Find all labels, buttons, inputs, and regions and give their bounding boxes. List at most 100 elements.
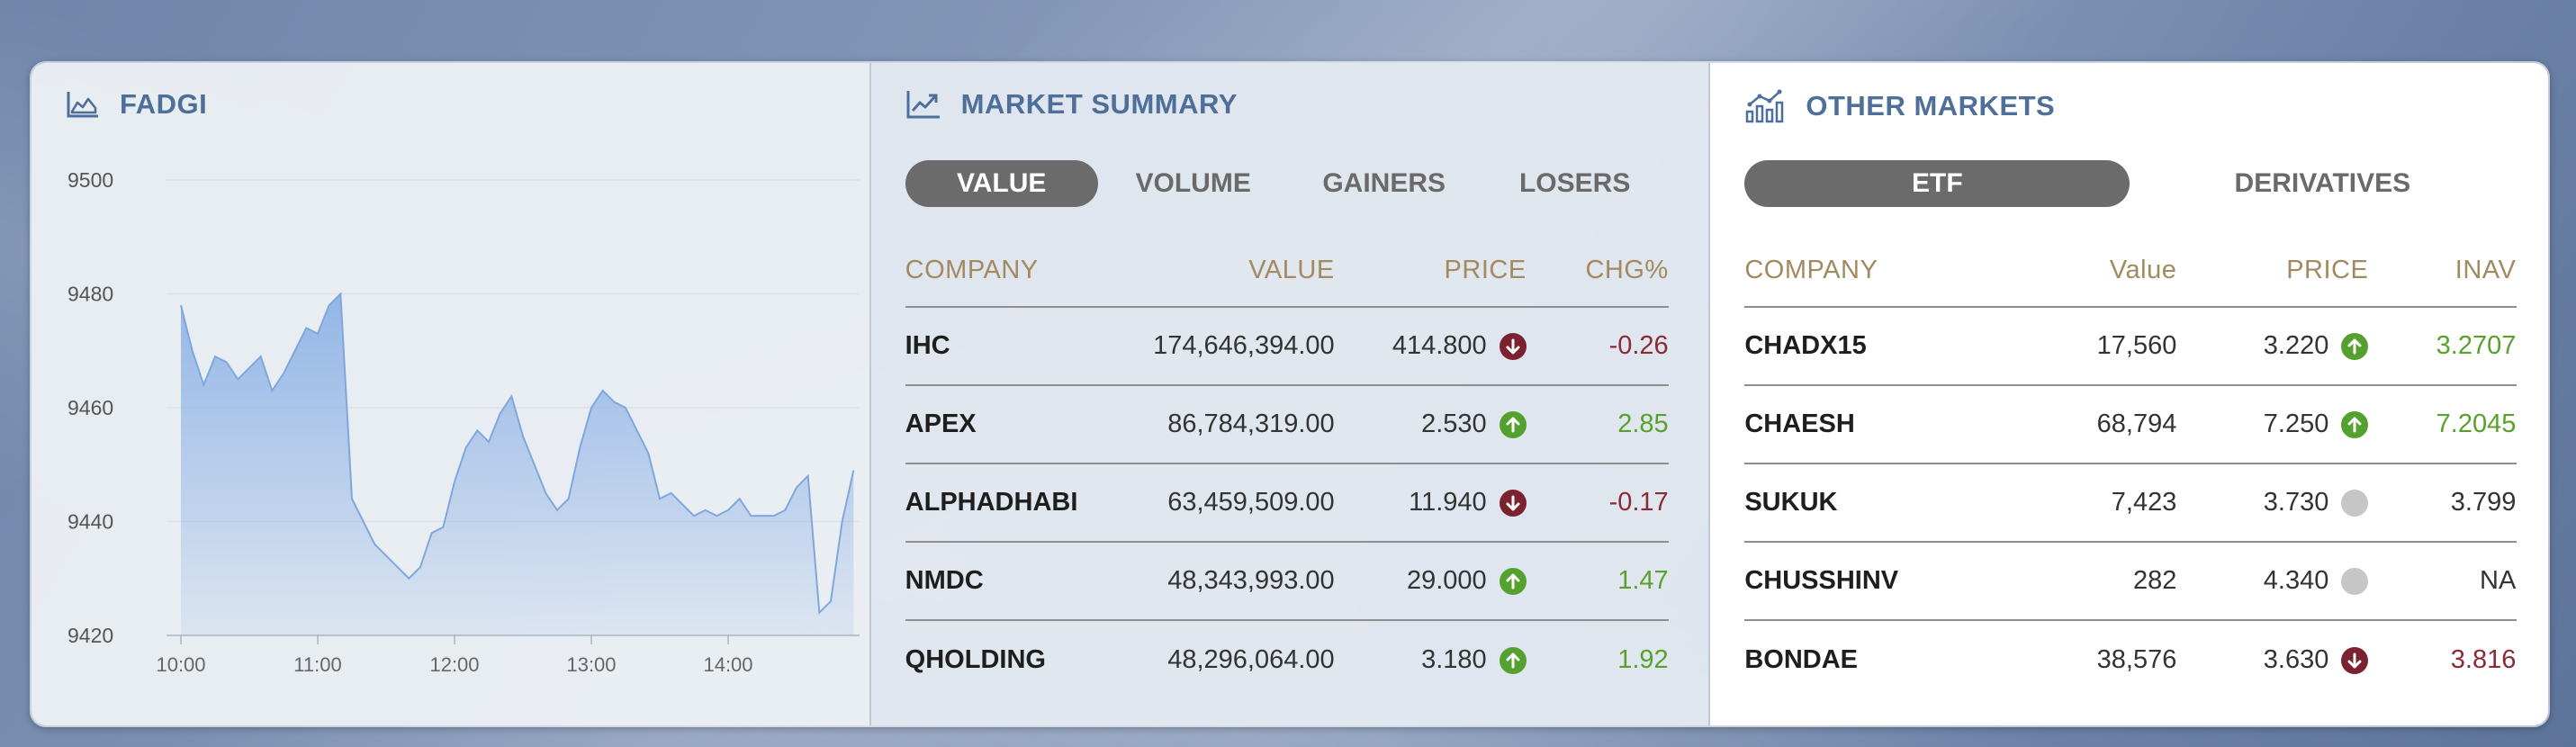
price-value: 11.940 [1409,488,1487,517]
other-markets-panel: OTHER MARKETS ETF DERIVATIVES COMPANY Va… [1710,63,2548,725]
tab-value[interactable]: VALUE [905,160,1098,207]
table-row[interactable]: QHOLDING 48,296,064.00 3.180 1.92 [905,621,1669,699]
change-percent: -0.26 [1608,331,1669,360]
value-cell: 48,343,993.00 [1167,566,1335,595]
company-name[interactable]: NMDC [905,566,984,595]
company-name[interactable]: SUKUK [1744,488,1838,517]
price-cell: 3.220 [2176,331,2369,361]
price-cell: 4.340 [2176,566,2369,596]
value-cell: 48,296,064.00 [1167,645,1335,674]
other-markets-table: COMPANY Value PRICE INAV CHADX15 17,560 3.… [1744,234,2517,699]
value-cell: 86,784,319.00 [1167,410,1335,438]
fadgi-header: FADGI [66,88,207,121]
tab-etf[interactable]: ETF [1744,160,2130,207]
fadgi-panel: FADGI 9500 9480 9460 9440 9420 10:00 11:00 12:0… [32,63,871,725]
price-cell: 11.940 [1335,488,1527,518]
x-tick-label: 14:00 [703,653,752,676]
price-cell: 2.530 [1335,410,1527,439]
market-summary-header: MARKET SUMMARY [905,88,1238,121]
inav-value: NA [2480,566,2517,595]
inav-value: 3.799 [2450,488,2517,517]
other-markets-header: OTHER MARKETS [1744,88,2055,124]
company-name[interactable]: IHC [905,331,950,360]
table-row[interactable]: CHAESH 68,794 7.250 7.2045 [1744,386,2517,464]
price-cell: 3.730 [2176,488,2369,518]
market-summary-table: COMPANY VALUE PRICE CHG% IHC 174,646,394.… [905,234,1669,699]
x-tick-label: 13:00 [566,653,616,676]
col-price: PRICE [1444,255,1527,284]
price-cell: 7.250 [2176,410,2369,439]
unchanged-dot-icon [2341,567,2369,595]
value-cell: 282 [2132,566,2177,595]
company-name[interactable]: CHUSSHINV [1744,566,1899,595]
fadgi-chart: 9500 9480 9460 9440 9420 10:00 11:00 12:00 13:00… [68,168,860,676]
x-tick-label: 11:00 [293,653,341,676]
y-tick-label: 9480 [68,283,113,306]
col-price: PRICE [2286,255,2369,284]
company-name[interactable]: BONDAE [1744,645,1859,674]
y-tick-label: 9420 [68,624,113,647]
change-percent: 2.85 [1617,410,1669,438]
company-name[interactable]: ALPHADHABI [905,488,1078,517]
y-tick-label: 9460 [68,396,113,419]
inav-value: 3.2707 [2436,331,2517,360]
value-cell: 68,794 [2096,410,2177,438]
other-markets-tabs: ETF DERIVATIVES [1744,160,2515,207]
price-cell: 3.630 [2176,645,2369,675]
company-name[interactable]: APEX [905,410,977,438]
table-row[interactable]: IHC 174,646,394.00 414.800 -0.26 [905,308,1669,386]
tab-volume[interactable]: VOLUME [1135,168,1251,198]
price-cell: 29.000 [1335,566,1527,596]
col-inav: INAV [2454,255,2517,284]
arrow-up-icon [1499,410,1527,438]
arrow-up-icon [2341,410,2369,438]
col-value: VALUE [1248,255,1335,284]
other-markets-title: OTHER MARKETS [1806,90,2056,122]
price-value: 3.730 [2263,488,2329,517]
table-row[interactable]: SUKUK 7,423 3.730 3.799 [1744,464,2517,543]
market-summary-title: MARKET SUMMARY [960,88,1238,120]
price-value: 3.180 [1421,645,1487,674]
arrow-down-icon [1499,489,1527,517]
inav-value: 7.2045 [2436,410,2517,438]
table-row[interactable]: CHADX15 17,560 3.220 3.2707 [1744,308,2517,386]
table-row[interactable]: BONDAE 38,576 3.630 3.816 [1744,621,2517,699]
y-tick-label: 9440 [68,510,113,534]
arrow-down-icon [2341,646,2369,674]
price-value: 3.220 [2263,331,2329,360]
col-company: COMPANY [905,255,1039,284]
price-value: 414.800 [1392,331,1487,360]
price-cell: 414.800 [1335,331,1527,361]
company-name[interactable]: QHOLDING [905,645,1046,674]
value-cell: 38,576 [2096,645,2177,674]
tab-derivatives[interactable]: DERIVATIVES [2234,168,2411,198]
table-header-row: COMPANY VALUE PRICE CHG% [905,234,1669,308]
table-row[interactable]: CHUSSHINV 282 4.340 NA [1744,543,2517,621]
col-company: COMPANY [1744,255,1878,284]
price-value: 4.340 [2263,566,2329,595]
company-name[interactable]: CHADX15 [1744,331,1867,360]
col-chg: CHG% [1585,255,1669,284]
tab-losers[interactable]: LOSERS [1518,168,1631,198]
tab-gainers[interactable]: GAINERS [1322,168,1446,198]
x-tick-label: 12:00 [429,653,479,676]
table-row[interactable]: APEX 86,784,319.00 2.530 2.85 [905,386,1669,464]
table-row[interactable]: NMDC 48,343,993.00 29.000 1.47 [905,543,1669,621]
company-name[interactable]: CHAESH [1744,410,1855,438]
market-summary-panel: MARKET SUMMARY VALUE VOLUME GAINERS LOSE… [870,63,1711,725]
market-summary-tabs: VALUE VOLUME GAINERS LOSERS [905,160,1671,207]
y-tick-label: 9500 [68,168,113,192]
table-row[interactable]: ALPHADHABI 63,459,509.00 11.940 -0.17 [905,464,1669,543]
change-percent: -0.17 [1608,488,1669,517]
change-percent: 1.92 [1617,645,1669,674]
arrow-up-icon [2341,332,2369,360]
markets-widget: FADGI 9500 9480 9460 9440 9420 10:00 11:00 12:0… [30,61,2550,727]
fadgi-area [181,293,854,635]
fadgi-line [180,292,855,615]
table-header-row: COMPANY Value PRICE INAV [1744,234,2517,308]
unchanged-dot-icon [2341,489,2369,517]
value-cell: 174,646,394.00 [1153,331,1335,360]
area-chart-icon [67,92,98,118]
fadgi-title: FADGI [120,88,208,120]
trend-line-icon [906,91,940,119]
